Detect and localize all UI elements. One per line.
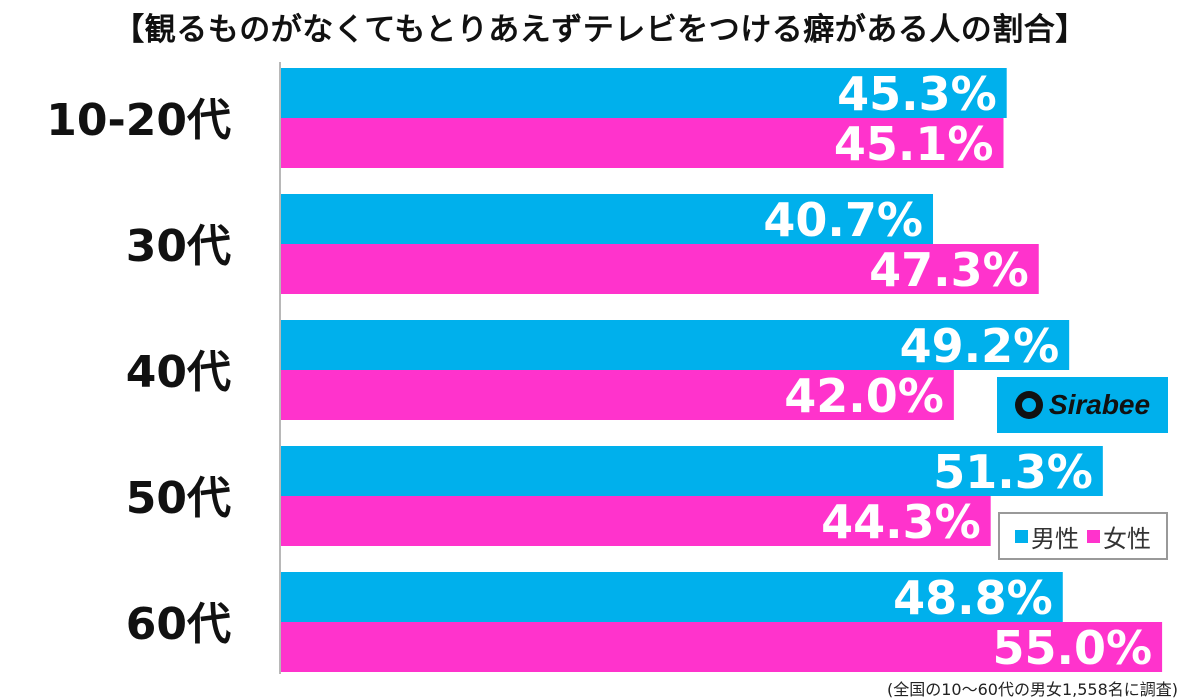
bar-female-1 bbox=[281, 244, 1039, 294]
bar-female-2 bbox=[281, 370, 954, 420]
bar-female-0 bbox=[281, 118, 1004, 168]
category-label-0: 10-20代 bbox=[46, 95, 231, 146]
legend-swatch-female bbox=[1087, 529, 1100, 543]
bar-female-4 bbox=[281, 622, 1163, 672]
value-label-female-2: 42.0% bbox=[784, 369, 944, 423]
category-label-3: 50代 bbox=[126, 473, 231, 524]
value-label-female-1: 47.3% bbox=[869, 243, 1029, 297]
category-label-4: 60代 bbox=[126, 599, 231, 650]
value-label-male-0: 45.3% bbox=[837, 67, 997, 121]
legend-item-female: 女性 bbox=[1087, 519, 1151, 554]
chart-legend: 男性 女性 bbox=[998, 512, 1168, 560]
legend-label-female: 女性 bbox=[1103, 524, 1151, 553]
value-label-male-2: 49.2% bbox=[900, 319, 1060, 373]
value-label-male-4: 48.8% bbox=[893, 571, 1053, 625]
sirabee-logo: Sirabee bbox=[997, 377, 1168, 433]
legend-label-male: 男性 bbox=[1031, 524, 1079, 553]
legend-swatch-male bbox=[1015, 529, 1028, 543]
bar-male-4 bbox=[281, 572, 1063, 622]
bar-female-3 bbox=[281, 496, 991, 546]
bar-male-3 bbox=[281, 446, 1103, 496]
value-label-female-3: 44.3% bbox=[821, 495, 981, 549]
legend-item-male: 男性 bbox=[1015, 519, 1079, 554]
bar-male-2 bbox=[281, 320, 1070, 370]
logo-text: Sirabee bbox=[1048, 389, 1151, 420]
bar-male-0 bbox=[281, 68, 1007, 118]
sirabee-logo-icon bbox=[1014, 391, 1043, 419]
category-label-2: 40代 bbox=[126, 347, 231, 398]
value-label-male-1: 40.7% bbox=[763, 193, 923, 247]
chart-title: 【観るものがなくてもとりあえずテレビをつける癖がある人の割合】 bbox=[113, 12, 1087, 48]
category-label-1: 30代 bbox=[126, 221, 231, 272]
value-label-female-0: 45.1% bbox=[834, 117, 994, 171]
survey-footnote: (全国の10〜60代の男女1,558名に調査) bbox=[886, 680, 1178, 699]
value-label-female-4: 55.0% bbox=[993, 621, 1153, 675]
bar-male-1 bbox=[281, 194, 934, 244]
value-label-male-3: 51.3% bbox=[933, 445, 1093, 499]
